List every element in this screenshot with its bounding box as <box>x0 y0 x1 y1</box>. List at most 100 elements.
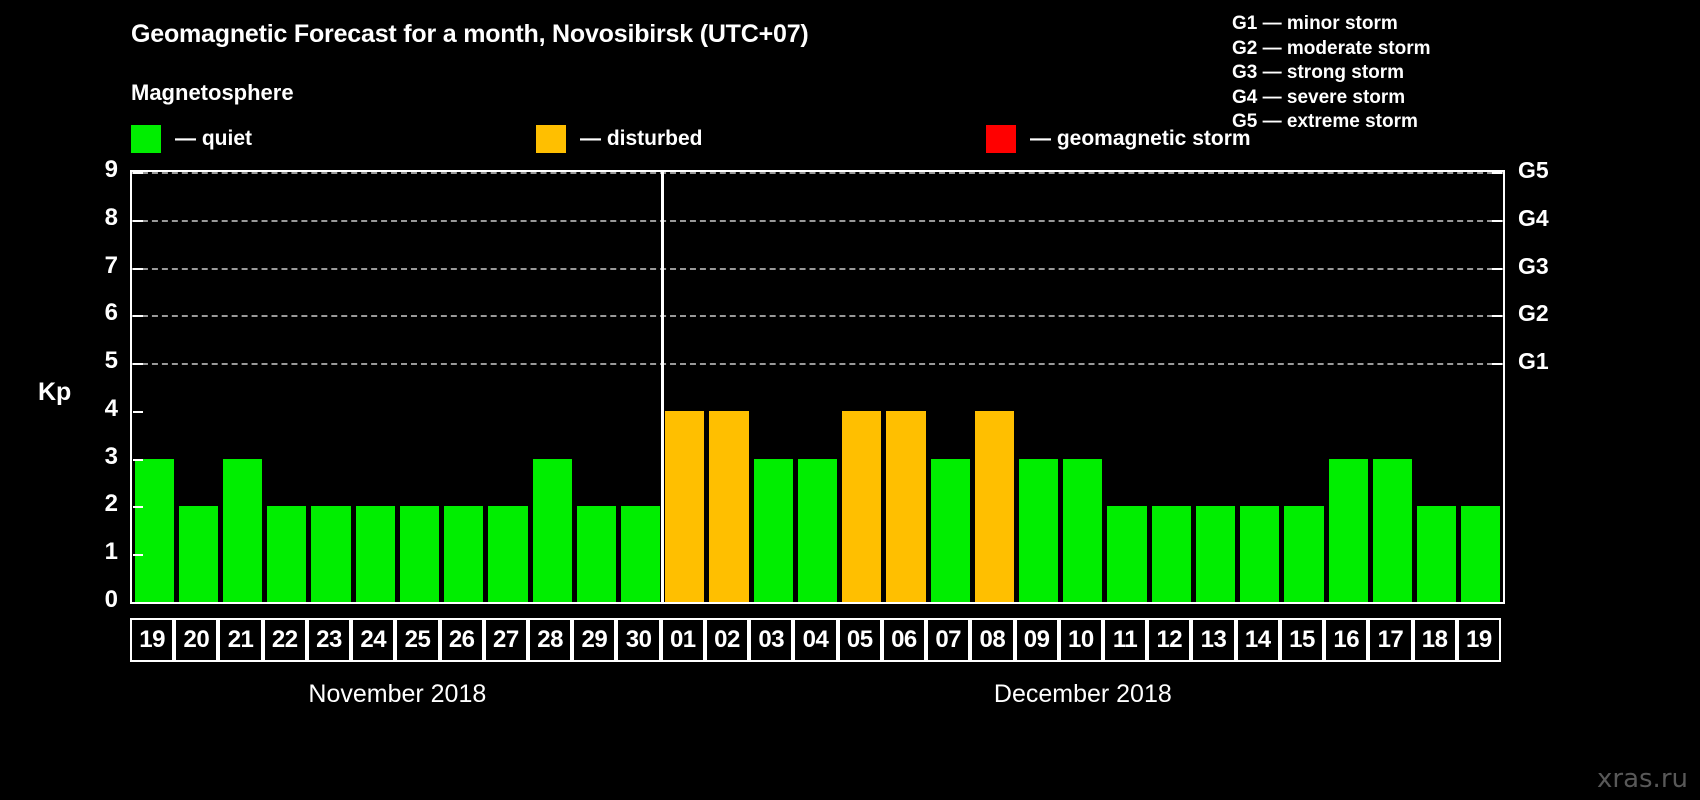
bar-december-17[interactable] <box>1372 458 1413 602</box>
date-cell-december-09[interactable]: 09 <box>1014 618 1059 662</box>
g-axis-label-G3: G3 <box>1518 252 1549 279</box>
bar-december-14[interactable] <box>1240 506 1280 602</box>
bar-december-03[interactable] <box>753 458 793 602</box>
bar-december-09[interactable] <box>1019 458 1059 602</box>
date-cell-december-05[interactable]: 05 <box>837 618 882 662</box>
legend-item-storm: — geomagnetic storm <box>986 124 1251 154</box>
bar-november-26[interactable] <box>444 506 484 602</box>
g-axis-label-G1: G1 <box>1518 348 1549 375</box>
legend-label-storm: — geomagnetic storm <box>1030 127 1251 150</box>
bar-november-28[interactable] <box>532 458 572 602</box>
date-cell-december-07[interactable]: 07 <box>926 618 971 662</box>
bar-november-23[interactable] <box>311 506 351 602</box>
date-cell-december-11[interactable]: 11 <box>1102 618 1148 662</box>
date-cell-december-03[interactable]: 03 <box>749 618 794 662</box>
y-tick-label-0: 0 <box>104 586 118 613</box>
bar-november-21[interactable] <box>222 458 263 602</box>
date-cell-november-30[interactable]: 30 <box>616 618 661 662</box>
bar-november-30[interactable] <box>620 506 661 602</box>
month-divider <box>661 172 665 602</box>
legend-swatch-disturbed <box>536 125 566 153</box>
bar-november-27[interactable] <box>488 506 528 602</box>
bar-december-16[interactable] <box>1328 458 1368 602</box>
date-cell-december-16[interactable]: 16 <box>1324 618 1369 662</box>
watermark: xras.ru <box>1597 764 1688 794</box>
date-cell-november-26[interactable]: 26 <box>439 618 484 662</box>
date-cell-november-21[interactable]: 21 <box>218 618 263 662</box>
date-cell-december-13[interactable]: 13 <box>1191 618 1236 662</box>
date-cell-november-20[interactable]: 20 <box>174 618 219 662</box>
bar-november-24[interactable] <box>355 506 395 602</box>
date-cell-november-19[interactable]: 19 <box>130 618 175 662</box>
y-tick-label-3: 3 <box>104 442 118 470</box>
bar-series <box>132 172 1503 602</box>
y-tick-mark-2 <box>133 506 143 509</box>
y-tick-label-1: 1 <box>104 538 118 566</box>
bar-december-02[interactable] <box>709 410 749 602</box>
bar-december-15[interactable] <box>1284 506 1324 602</box>
y-tick-label-4: 4 <box>104 394 118 422</box>
date-cell-december-19[interactable]: 19 <box>1456 618 1501 662</box>
date-cell-november-25[interactable]: 25 <box>395 618 440 662</box>
date-cell-december-02[interactable]: 02 <box>704 618 750 662</box>
plot-area <box>130 170 1505 604</box>
g-tick-mark-G4 <box>1492 219 1502 222</box>
bar-december-18[interactable] <box>1417 506 1457 602</box>
y-tick-mark-9 <box>133 172 143 174</box>
date-cell-november-29[interactable]: 29 <box>572 618 617 662</box>
legend-item-disturbed: — disturbed <box>536 124 703 154</box>
y-tick-mark-3 <box>133 458 143 461</box>
y-tick-mark-1 <box>133 554 143 557</box>
month-caption-december: December 2018 <box>993 680 1172 708</box>
g-tick-mark-G1 <box>1492 363 1502 366</box>
date-cell-november-28[interactable]: 28 <box>528 618 573 662</box>
y-tick-mark-8 <box>133 219 143 222</box>
date-cell-november-22[interactable]: 22 <box>262 618 307 662</box>
g-legend-line-4: G4 — severe storm <box>1232 86 1406 108</box>
date-cell-december-15[interactable]: 15 <box>1279 618 1325 662</box>
bar-december-11[interactable] <box>1107 506 1147 602</box>
bar-december-04[interactable] <box>797 458 838 602</box>
bar-december-05[interactable] <box>842 410 882 602</box>
bar-december-01[interactable] <box>665 410 705 602</box>
bar-november-29[interactable] <box>576 506 616 602</box>
bar-december-07[interactable] <box>930 458 970 602</box>
gridline-kp-7 <box>132 267 1503 270</box>
bar-november-20[interactable] <box>178 506 218 602</box>
bar-december-12[interactable] <box>1151 506 1191 602</box>
y-tick-mark-6 <box>133 315 143 318</box>
date-cell-november-27[interactable]: 27 <box>483 618 529 662</box>
g-legend-line-2: G2 — moderate storm <box>1232 37 1431 59</box>
date-cell-december-18[interactable]: 18 <box>1412 618 1457 662</box>
bar-december-19[interactable] <box>1461 506 1501 602</box>
date-cell-november-23[interactable]: 23 <box>306 618 352 662</box>
date-cell-december-10[interactable]: 10 <box>1058 618 1103 662</box>
y-tick-label-2: 2 <box>104 490 118 518</box>
y-tick-mark-4 <box>133 410 143 413</box>
bar-december-08[interactable] <box>974 410 1014 602</box>
bar-november-22[interactable] <box>267 506 307 602</box>
bar-november-25[interactable] <box>399 506 440 602</box>
bar-november-19[interactable] <box>134 458 174 602</box>
bar-december-10[interactable] <box>1063 458 1103 602</box>
g-axis-label-G2: G2 <box>1518 300 1549 327</box>
date-cell-december-14[interactable]: 14 <box>1235 618 1280 662</box>
y-axis-title: Kp <box>38 378 72 406</box>
g-axis-label-G5: G5 <box>1518 157 1549 183</box>
month-caption-november: November 2018 <box>308 680 487 708</box>
date-cell-december-17[interactable]: 17 <box>1368 618 1413 662</box>
gridline-kp-8 <box>132 219 1503 222</box>
date-cell-december-08[interactable]: 08 <box>970 618 1015 662</box>
date-cell-december-12[interactable]: 12 <box>1147 618 1192 662</box>
date-cell-december-04[interactable]: 04 <box>793 618 838 662</box>
date-cell-december-01[interactable]: 01 <box>660 618 705 662</box>
bar-december-06[interactable] <box>886 410 926 602</box>
y-tick-label-9: 9 <box>104 156 118 183</box>
g-legend-line-3: G3 — strong storm <box>1232 62 1405 83</box>
gridline-kp-9 <box>132 172 1503 174</box>
date-cell-december-06[interactable]: 06 <box>881 618 927 662</box>
legend-label-disturbed: — disturbed <box>580 127 703 150</box>
bar-december-13[interactable] <box>1195 506 1236 602</box>
legend-item-quiet: — quiet <box>131 124 252 154</box>
date-cell-november-24[interactable]: 24 <box>351 618 396 662</box>
